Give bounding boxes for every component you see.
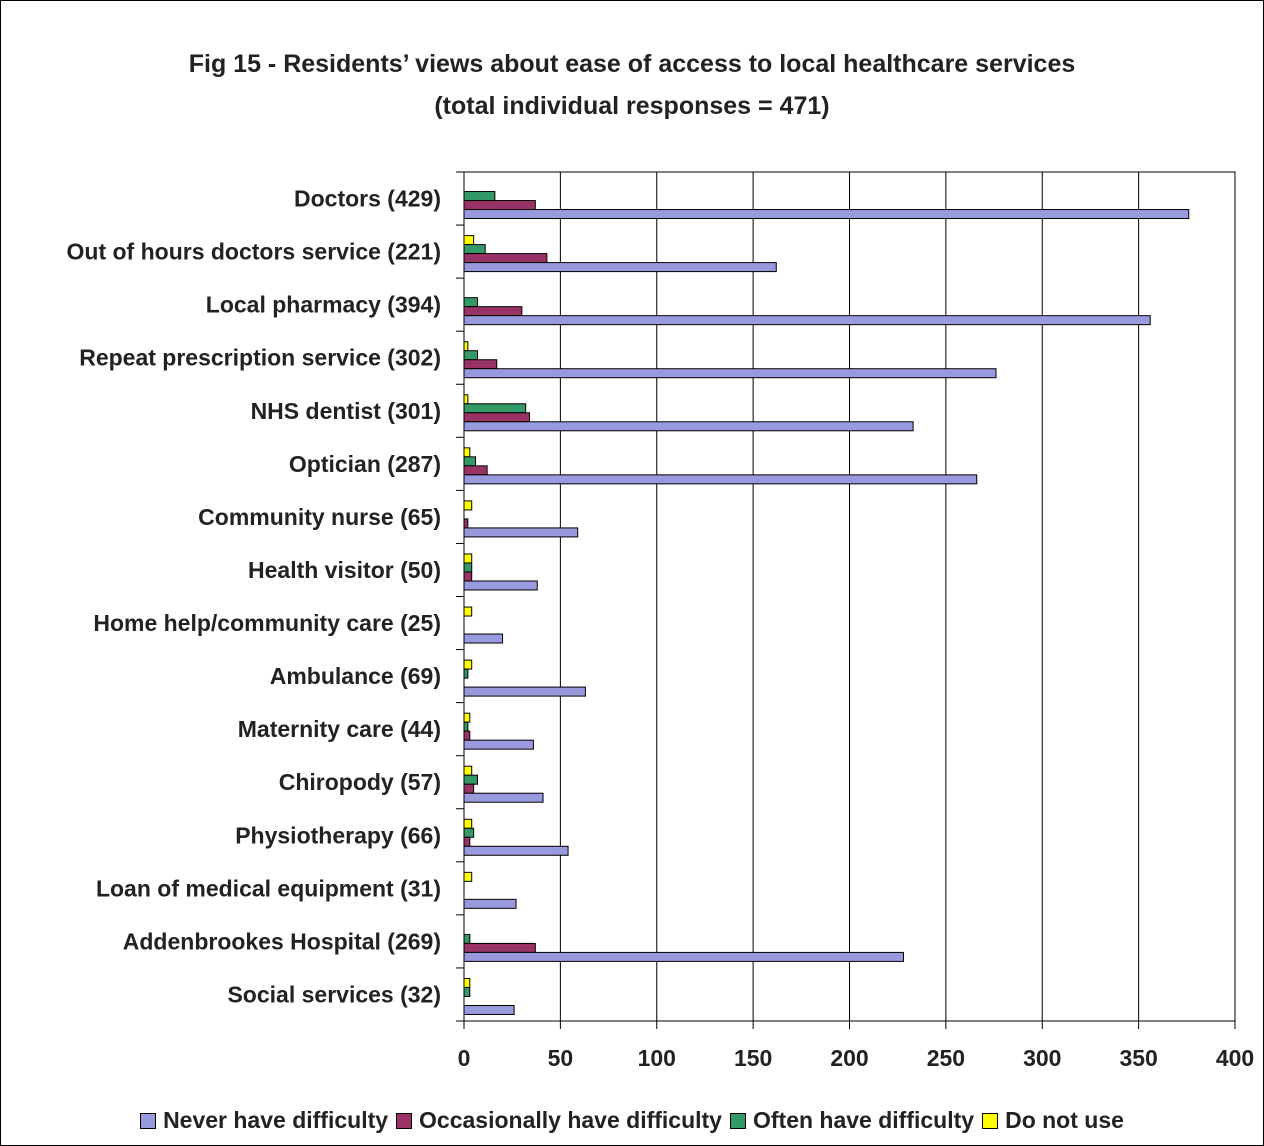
chart-title: Fig 15 - Residents’ views about ease of … [188, 50, 1076, 78]
bar [463, 235, 475, 246]
category-label: Health visitor (50) [248, 557, 441, 583]
bar [463, 730, 471, 741]
category-label: Addenbrookes Hospital (269) [123, 928, 441, 954]
legend-swatch [729, 1113, 746, 1129]
bar [463, 253, 548, 264]
bar [463, 571, 473, 582]
bar [463, 827, 475, 838]
bar [463, 500, 473, 511]
bar [463, 977, 471, 988]
legend-label: Never have difficulty [163, 1107, 389, 1133]
bar [463, 191, 496, 202]
category-label: Loan of medical equipment (31) [96, 875, 441, 901]
bar [463, 465, 488, 476]
bar [463, 341, 469, 352]
bar [463, 942, 536, 953]
bar [463, 200, 536, 211]
bar [463, 845, 569, 856]
bar [463, 403, 527, 414]
legend-label: Occasionally have difficulty [419, 1107, 722, 1133]
category-label: Repeat prescription service (302) [79, 345, 441, 371]
bar [463, 739, 534, 750]
category-label: Chiropody (57) [279, 769, 441, 795]
legend-item: Occasionally have difficulty [396, 1107, 722, 1134]
legend-label: Often have difficulty [752, 1107, 975, 1133]
bar [463, 712, 471, 723]
category-label: Doctors (429) [294, 186, 441, 212]
bar [463, 474, 978, 485]
category-label: Physiotherapy (66) [235, 822, 441, 848]
x-tick-label: 300 [1023, 1045, 1061, 1071]
legend-swatch [982, 1113, 999, 1129]
bar [463, 818, 473, 829]
legend: Never have difficulty Occasionally have d… [0, 1107, 1264, 1134]
bar [463, 659, 473, 670]
bar [463, 721, 469, 732]
x-tick-label: 350 [1119, 1045, 1157, 1071]
bar [463, 836, 471, 847]
category-label: Local pharmacy (394) [206, 292, 441, 318]
chart-subtitle: (total individual responses = 471) [434, 92, 830, 120]
category-label: Out of hours doctors service (221) [67, 239, 441, 265]
x-tick-label: 400 [1216, 1045, 1254, 1071]
bar [463, 933, 471, 944]
bar [463, 562, 473, 573]
bar [463, 792, 544, 803]
bar [463, 456, 477, 467]
bar [463, 686, 586, 697]
bar [463, 262, 777, 273]
bar [463, 633, 504, 644]
x-tick-label: 200 [830, 1045, 868, 1071]
legend-swatch [396, 1113, 413, 1129]
x-tick-label: 250 [927, 1045, 965, 1071]
category-label: Social services (32) [227, 981, 441, 1007]
bar [463, 306, 523, 317]
bar [463, 986, 471, 997]
bar [463, 421, 914, 432]
bar [463, 580, 538, 591]
bar [463, 765, 473, 776]
category-label: Optician (287) [289, 451, 441, 477]
legend-item: Never have difficulty [140, 1107, 388, 1134]
x-tick-label: 50 [548, 1045, 574, 1071]
category-label: Home help/community care (25) [93, 610, 441, 636]
bar [463, 783, 475, 794]
bar [463, 553, 473, 564]
bar [463, 527, 579, 538]
bar [463, 898, 517, 909]
bar [463, 359, 498, 370]
category-label: NHS dentist (301) [251, 398, 441, 424]
category-label: Maternity care (44) [238, 716, 441, 742]
category-label: Community nurse (65) [198, 504, 441, 530]
legend-item: Do not use [982, 1107, 1124, 1134]
bar [463, 244, 486, 255]
bar [463, 871, 473, 882]
bar [463, 350, 478, 361]
bar [463, 412, 531, 423]
bar [463, 297, 478, 308]
bar [463, 518, 469, 529]
bar [463, 394, 469, 405]
bar [463, 209, 1190, 220]
bar [463, 315, 1151, 326]
bar [463, 774, 478, 785]
bar [463, 368, 997, 379]
legend-swatch [140, 1113, 157, 1129]
x-tick-label: 150 [734, 1045, 772, 1071]
bar [463, 951, 904, 962]
category-label: Ambulance (69) [270, 663, 441, 689]
bar [463, 668, 469, 679]
legend-item: Often have difficulty [729, 1107, 975, 1134]
x-tick-label: 100 [638, 1045, 676, 1071]
bar [463, 1004, 515, 1015]
legend-label: Do not use [1005, 1107, 1124, 1133]
bar [463, 447, 471, 458]
bar [463, 606, 473, 617]
x-tick-label: 0 [458, 1045, 471, 1071]
